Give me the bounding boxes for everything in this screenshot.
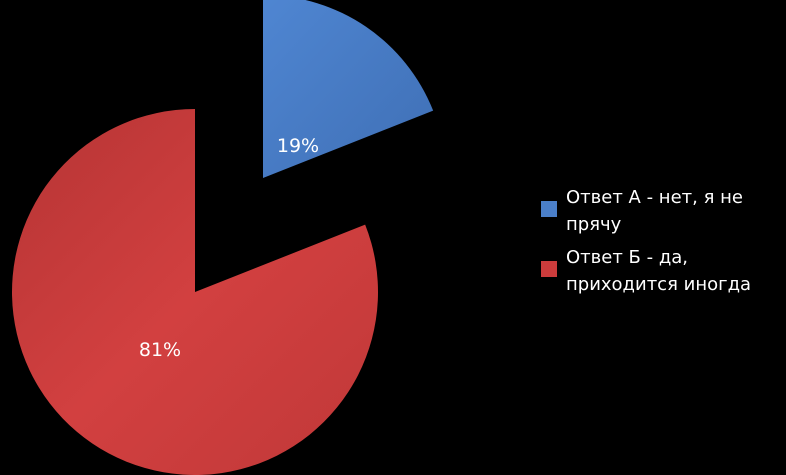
legend-swatch-a <box>541 201 557 217</box>
slice-label-b: 81% <box>139 339 181 361</box>
slice-label-a: 19% <box>277 135 319 157</box>
legend: Ответ А - нет, я не прячу Ответ Б - да, … <box>541 184 786 304</box>
legend-swatch-b <box>541 261 557 277</box>
legend-label-a: Ответ А - нет, я не прячу <box>566 187 743 235</box>
legend-item-b: Ответ Б - да, приходится иногда <box>541 244 786 298</box>
legend-label-b: Ответ Б - да, приходится иногда <box>566 247 752 295</box>
legend-item-a: Ответ А - нет, я не прячу <box>541 184 786 238</box>
pie-slice-a <box>263 0 434 178</box>
pie-slice-b <box>11 109 379 475</box>
